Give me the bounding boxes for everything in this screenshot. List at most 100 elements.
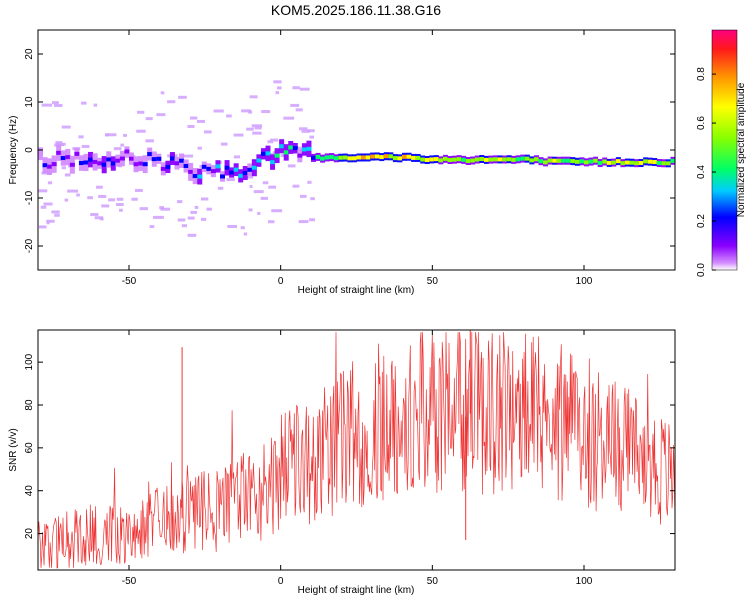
spectrogram-ridge-cell	[156, 156, 162, 161]
spectrogram-noise-cell	[68, 164, 72, 168]
spectrogram-noise-cell	[41, 103, 53, 107]
spectrogram-noise-cell	[101, 204, 110, 208]
spectrogram-noise-cell	[64, 198, 69, 202]
spectrogram-noise-cell	[290, 103, 300, 107]
spectrogram-ridge-cell	[119, 156, 125, 161]
spectrogram-noise-cell	[108, 198, 116, 202]
spectrogram-noise-cell	[226, 178, 235, 182]
spectrogram-noise-cell	[178, 95, 187, 99]
spectrogram-ridge-cell	[565, 158, 571, 163]
spectrogram-ridge-cell	[643, 159, 649, 164]
spectrogram-ridge-cell	[552, 158, 558, 163]
spectrogram-ridge-cell	[438, 158, 444, 163]
spectrogram-noise-cell	[240, 226, 245, 230]
snr-series-line	[37, 332, 676, 569]
spectrogram-ridge-cell	[511, 157, 517, 162]
spectrogram-ridge-cell	[647, 159, 653, 164]
spectrogram-ridge-cell	[629, 160, 635, 165]
spectrogram-ridge-cell	[83, 160, 89, 165]
spectrogram-noise-cell	[217, 186, 224, 190]
snr-y-tick-label: 20	[24, 528, 35, 540]
spectrogram-noise-cell	[233, 155, 241, 159]
colorbar-tick-label: 0.8	[696, 67, 707, 81]
spectrogram-noise-cell	[280, 153, 287, 157]
snr-y-tick-label: 60	[24, 442, 35, 454]
spectrogram-ridge-cell	[356, 155, 362, 160]
spectrogram-noise-cell	[298, 220, 309, 224]
colorbar-ticks: 0.0 0.2 0.4 0.6 0.8	[696, 67, 716, 277]
spectrogram-noise-cell	[67, 189, 79, 193]
spectrogram-ridge-cell	[210, 169, 216, 174]
spectrogram-ridge-cell	[474, 157, 480, 162]
spectrogram-noise-cell	[145, 139, 154, 143]
spectrogram-noise-cell	[136, 129, 146, 133]
spectrogram-ridge-cell	[529, 158, 535, 163]
spectrogram-ridge-cell	[288, 145, 294, 150]
colorbar: 0.0 0.2 0.4 0.6 0.8 Normalized spectral ampl…	[696, 29, 747, 277]
spectrogram-noise-cell	[295, 108, 303, 112]
spectrogram-noise-cell	[248, 110, 253, 114]
spectrogram-ridge-cell	[169, 156, 175, 161]
spectrogram-noise-cell	[307, 180, 312, 184]
spectrogram-ridge-cell	[556, 158, 562, 163]
spectrogram-noise-cell	[105, 133, 117, 137]
spectrogram-noise-cell	[80, 101, 87, 105]
spectrogram-noise-cell	[243, 232, 248, 236]
spectrogram-x-axis-label: Height of straight line (km)	[298, 285, 415, 296]
spectrogram-ridge-cell	[429, 157, 435, 162]
spectrogram-ridge-cell	[447, 158, 453, 163]
spectrogram-ridge-cell	[374, 154, 380, 159]
spectrogram-ridge-cell	[606, 160, 612, 165]
spectrogram-ridge-cell	[142, 162, 148, 167]
spectrogram-ridge-cell	[515, 157, 521, 162]
spectrogram-noise-cell	[40, 205, 47, 209]
chart-title: KOM5.2025.186.11.38.G16	[271, 2, 441, 18]
spectrogram-ridge-cell	[292, 146, 298, 151]
spectrogram-noise-cell	[275, 91, 280, 95]
spectrogram-ridge-cell	[615, 159, 621, 164]
snr-x-tick-label: 0	[278, 576, 284, 587]
spectrogram-noise-cell	[213, 109, 224, 113]
spectrogram-noise-cell	[277, 86, 282, 90]
spectrogram-ridge-cell	[465, 159, 471, 164]
spectrogram-ridge-cell	[174, 161, 180, 166]
snr-y-ticks: 20 40 60 80 100	[24, 353, 675, 539]
spectrogram-ridge-cell	[129, 156, 134, 161]
spectrogram-noise-cell	[46, 219, 55, 223]
spectrogram-ridge-cell	[165, 164, 171, 169]
spectrogram-noise-cell	[227, 224, 238, 228]
spectrogram-noise-cell	[292, 184, 300, 188]
colorbar-tick-label: 0.0	[696, 263, 707, 277]
spectrogram-ridge-cell	[479, 157, 485, 162]
spectrogram-ridge-cell	[301, 147, 307, 152]
spectrogram-y-axis-label: Frequency (Hz)	[8, 116, 19, 185]
spectrogram-noise-cell	[149, 225, 155, 229]
spectrogram-noise-cell	[177, 218, 186, 222]
spectrogram-ridge-cell	[256, 158, 262, 163]
spectrogram-noise-cell	[197, 146, 202, 150]
spectrogram-noise-cell	[297, 146, 302, 150]
spectrogram-ridge-cell	[201, 164, 207, 169]
colorbar-gradient	[711, 29, 738, 271]
spectrogram-ridge-cell	[611, 160, 617, 165]
spectrogram-noise-cell	[257, 211, 261, 215]
snr-marks	[37, 330, 676, 569]
spectrogram-noise-cell	[268, 152, 279, 156]
spectrogram-noise-cell	[260, 196, 269, 200]
spectrogram-ridge-cell	[461, 157, 467, 162]
spectrogram-noise-cell	[98, 194, 107, 198]
spectrogram-noise-cell	[134, 188, 143, 192]
spectrogram-noise-cell	[200, 217, 207, 221]
spectrogram-y-tick-label: 10	[24, 96, 35, 108]
spectrogram-y-tick-label: -10	[24, 190, 35, 205]
spectrogram-noise-cell	[160, 91, 165, 95]
spectrogram-ridge-cell	[124, 149, 130, 154]
spectrogram-ridge-cell	[433, 157, 439, 162]
spectrogram-noise-cell	[131, 197, 138, 201]
spectrogram-noise-cell	[247, 175, 254, 179]
spectrogram-noise-cell	[301, 129, 310, 133]
spectrogram-noise-cell	[254, 126, 262, 130]
spectrogram-ridge-cell	[588, 159, 594, 164]
spectrogram-ridge-cell	[574, 159, 580, 164]
spectrogram-noise-cell	[309, 135, 315, 139]
